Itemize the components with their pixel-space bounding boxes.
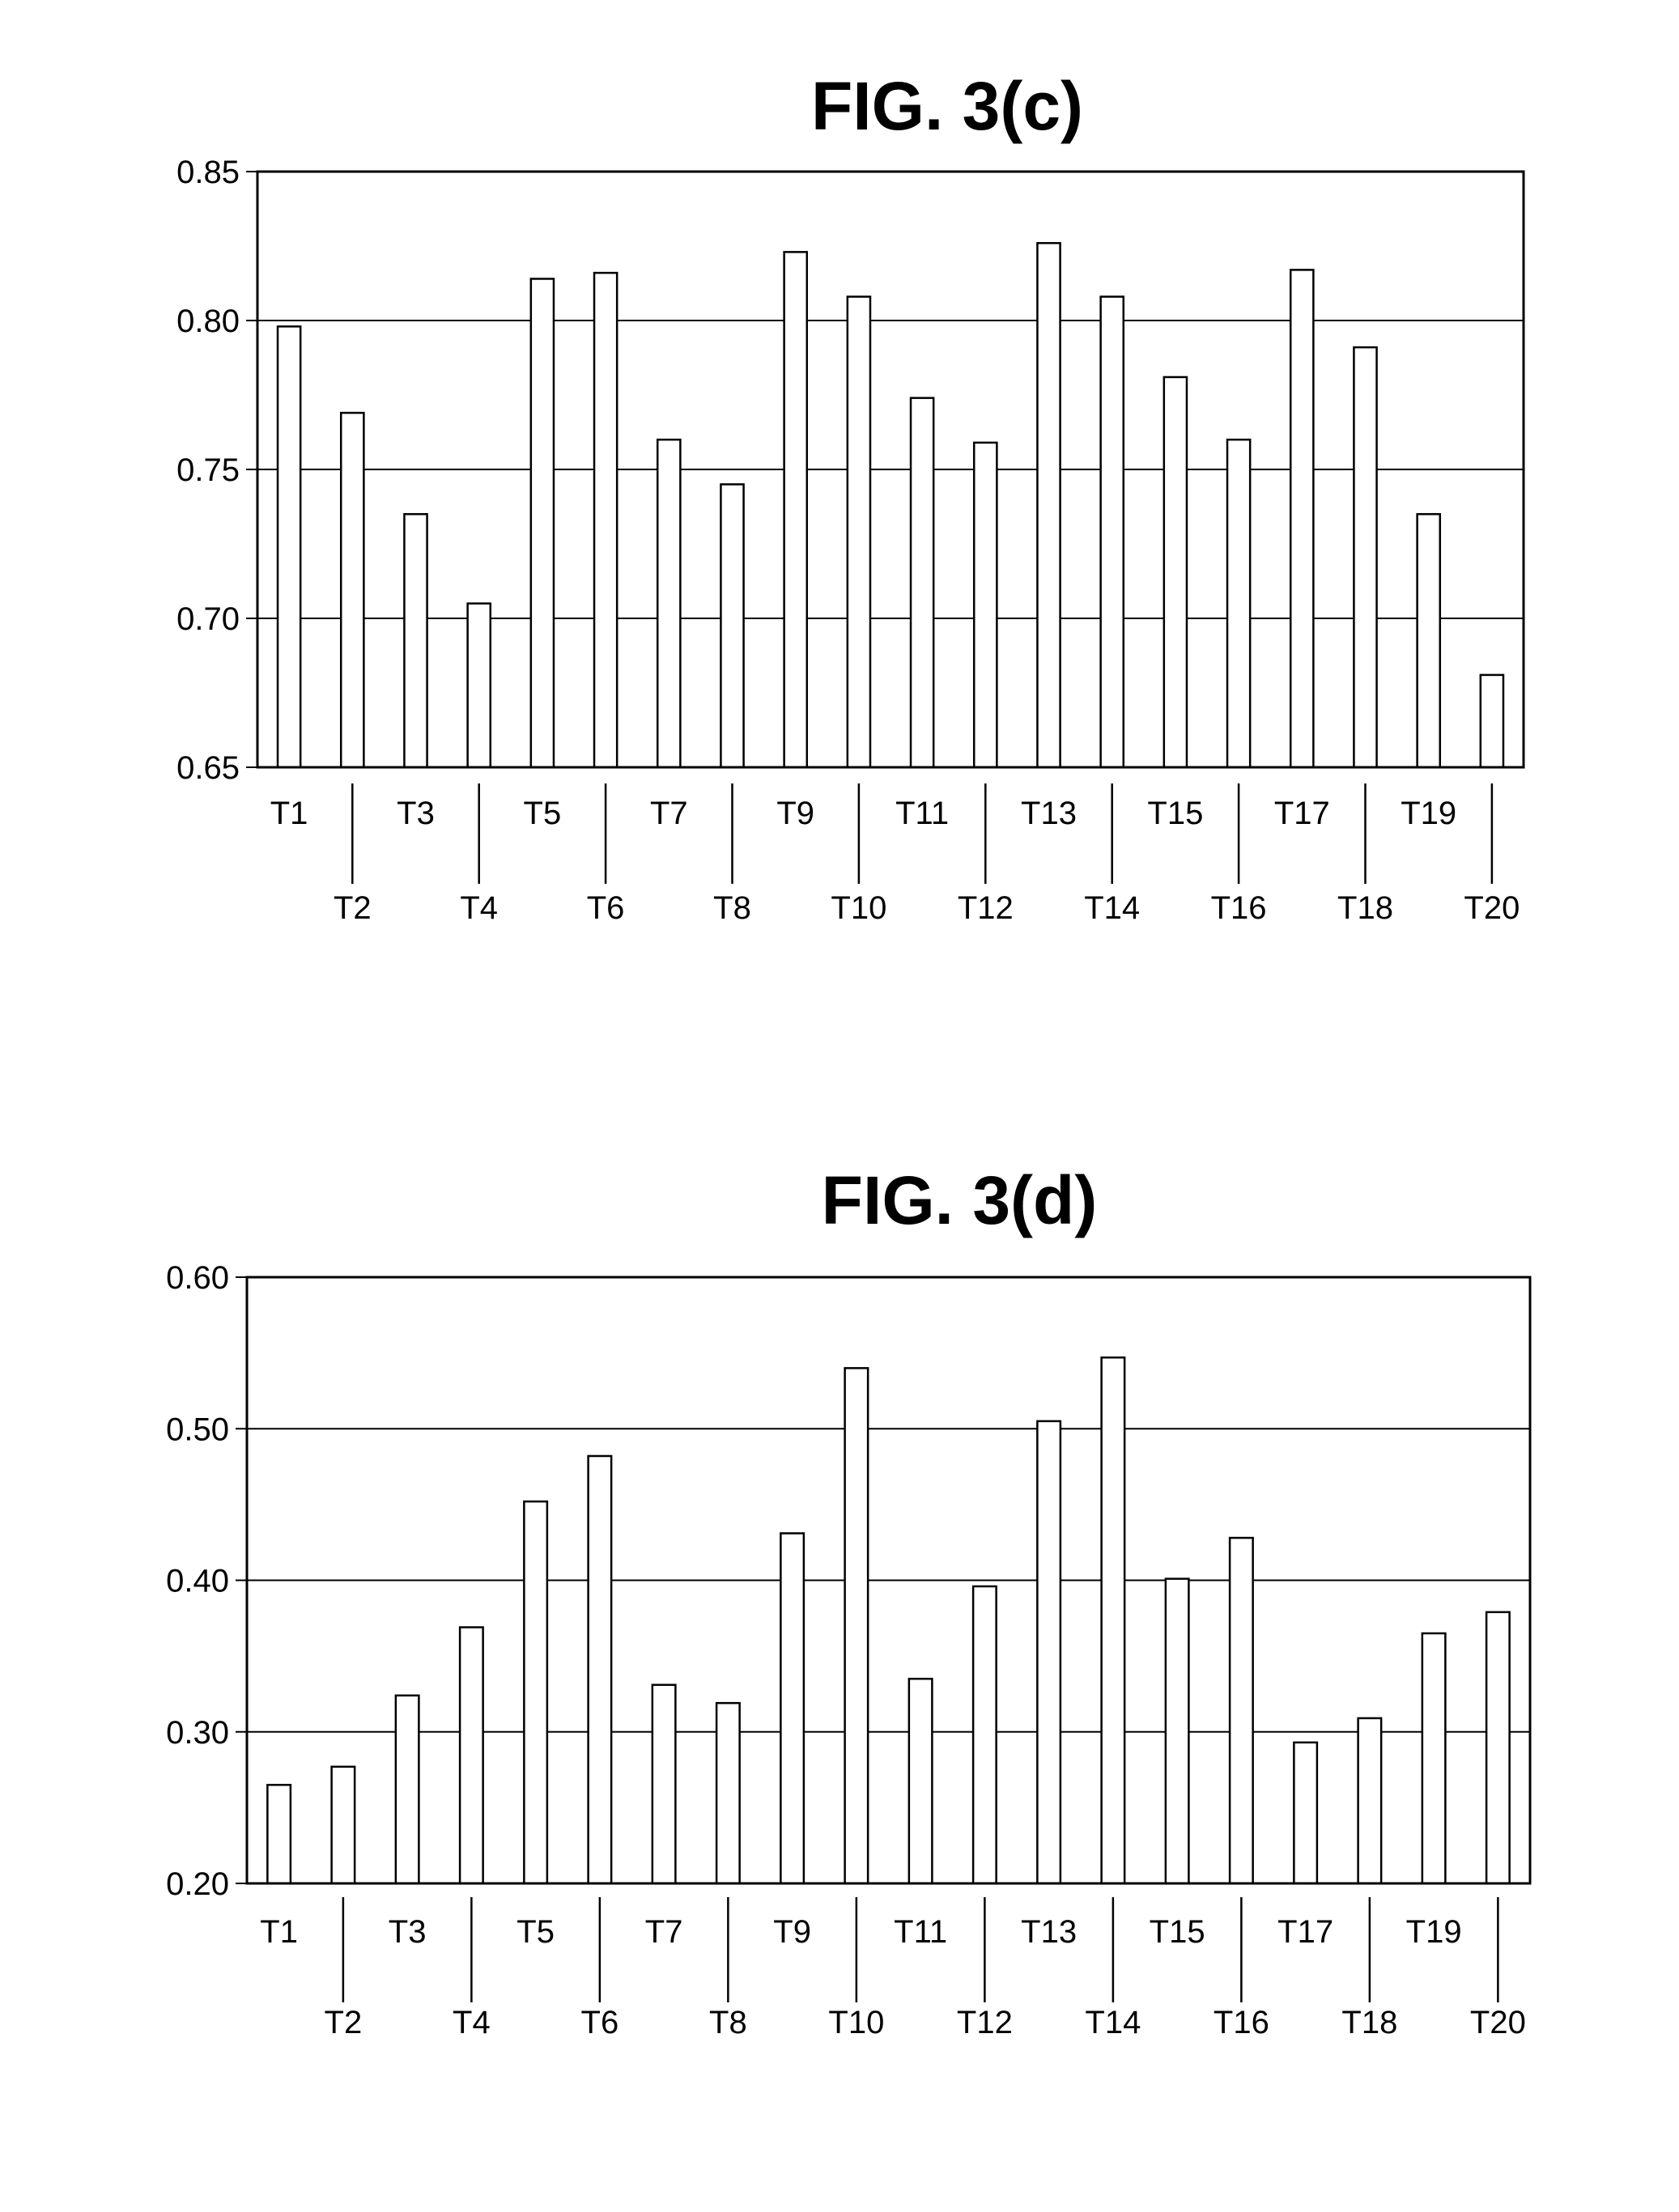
x-tick-label: T10 [828,2005,884,2040]
bar-t17 [1293,1741,1319,1885]
x-tick-label: T14 [1084,890,1140,926]
bar-t8 [715,1701,741,1885]
bar-t7 [656,438,682,769]
bar-t6 [587,1454,613,1885]
bar-t14 [1099,295,1125,769]
bar-t16 [1228,1536,1254,1885]
x-tick-label: T6 [587,890,625,926]
bar-t11 [908,1677,933,1885]
bar-t1 [276,325,302,769]
x-tick-label: T13 [1021,1914,1077,1950]
x-tick-label: T16 [1214,2005,1269,2040]
x-tick-label: T12 [957,2005,1013,2040]
bar-t9 [783,251,809,769]
bar-t12 [971,1585,997,1885]
bar-t18 [1357,1717,1383,1885]
bar-t3 [394,1694,420,1885]
bar-t2 [330,1765,356,1885]
x-tick-label: T11 [895,796,949,831]
y-tick-label: 0.65 [176,750,240,786]
y-tick-label: 0.75 [176,452,240,488]
bar-t14 [1100,1356,1126,1885]
x-tick-label: T14 [1085,2005,1141,2040]
x-tick-label: T15 [1147,796,1203,831]
bar-t5 [529,278,555,769]
bar-t10 [846,295,872,769]
bar-t2 [339,411,365,769]
x-tick-label: T15 [1150,1914,1205,1950]
x-tick-label: T3 [397,796,435,831]
x-tick-label: T8 [713,890,751,926]
x-tick-label: T9 [773,1914,811,1950]
y-tick-label: 0.30 [166,1715,229,1751]
x-tick-label: T2 [325,2005,363,2040]
x-tick-label: T1 [260,1914,298,1950]
bar-t12 [972,441,998,769]
x-tick-label: T4 [453,2005,491,2040]
x-tick-label: T11 [894,1914,947,1950]
bar-t9 [780,1532,805,1885]
x-tick-label: T5 [524,796,562,831]
bar-t4 [466,602,492,769]
y-tick-label: 0.20 [166,1866,229,1902]
x-tick-label: T17 [1274,796,1330,831]
bar-t1 [266,1784,292,1885]
bar-t13 [1036,1420,1062,1885]
bar-t20 [1485,1611,1511,1885]
x-tick-label: T19 [1401,796,1456,831]
x-tick-label: T16 [1211,890,1267,926]
x-tick-label: T18 [1341,2005,1397,2040]
bar-t6 [593,271,618,769]
x-tick-label: T2 [334,890,372,926]
x-tick-label: T13 [1021,796,1077,831]
y-tick-label: 0.70 [176,601,240,637]
bar-t7 [651,1683,677,1885]
chart-fig-3c: FIG. 3(c) 0.65 0.70 0.75 0.80 0.85 T1 T2 T3 T4 T5 T… [176,68,1525,926]
y-tick-label: 0.85 [176,155,240,190]
y-tick-label: 0.60 [166,1260,229,1296]
y-tick-label: 0.50 [166,1412,229,1447]
x-tick-label: T4 [460,890,498,926]
bar-t15 [1164,1577,1190,1885]
x-tick-label: T18 [1337,890,1393,926]
x-tick-label: T19 [1406,1914,1462,1950]
bar-t19 [1416,512,1442,769]
chart-fig-3d: FIG. 3(d) 0.20 0.30 0.40 0.50 0.60 T1 T2 T3 T4 T5 T… [166,1162,1532,2040]
x-tick-label: T7 [650,796,688,831]
bar-t20 [1479,673,1505,769]
plot-frame [256,170,1525,769]
x-tick-label: T1 [270,796,308,831]
bar-t17 [1289,269,1315,769]
bar-t15 [1163,376,1188,769]
x-tick-label: T6 [581,2005,619,2040]
y-tick-label: 0.80 [176,304,240,339]
bar-t10 [844,1367,869,1885]
chart-title: FIG. 3(d) [822,1162,1098,1238]
x-tick-label: T17 [1277,1914,1333,1950]
bar-t16 [1226,438,1252,769]
x-tick-label: T20 [1470,2005,1526,2040]
x-tick-label: T20 [1464,890,1520,926]
x-tick-label: T7 [645,1914,683,1950]
x-tick-label: T5 [516,1914,555,1950]
bar-t19 [1421,1632,1447,1885]
bar-t13 [1036,242,1061,769]
plot-frame [245,1276,1532,1885]
chart-title: FIG. 3(c) [811,68,1083,144]
bar-t5 [523,1500,549,1885]
x-tick-label: T10 [831,890,886,926]
x-tick-label: T3 [389,1914,427,1950]
bar-t4 [458,1626,484,1885]
bar-t3 [403,512,428,769]
bar-t8 [720,483,745,769]
x-tick-label: T12 [958,890,1014,926]
x-tick-label: T9 [776,796,814,831]
y-tick-label: 0.40 [166,1564,229,1599]
bar-t11 [909,397,935,769]
x-tick-label: T8 [709,2005,747,2040]
bar-t18 [1353,346,1378,769]
